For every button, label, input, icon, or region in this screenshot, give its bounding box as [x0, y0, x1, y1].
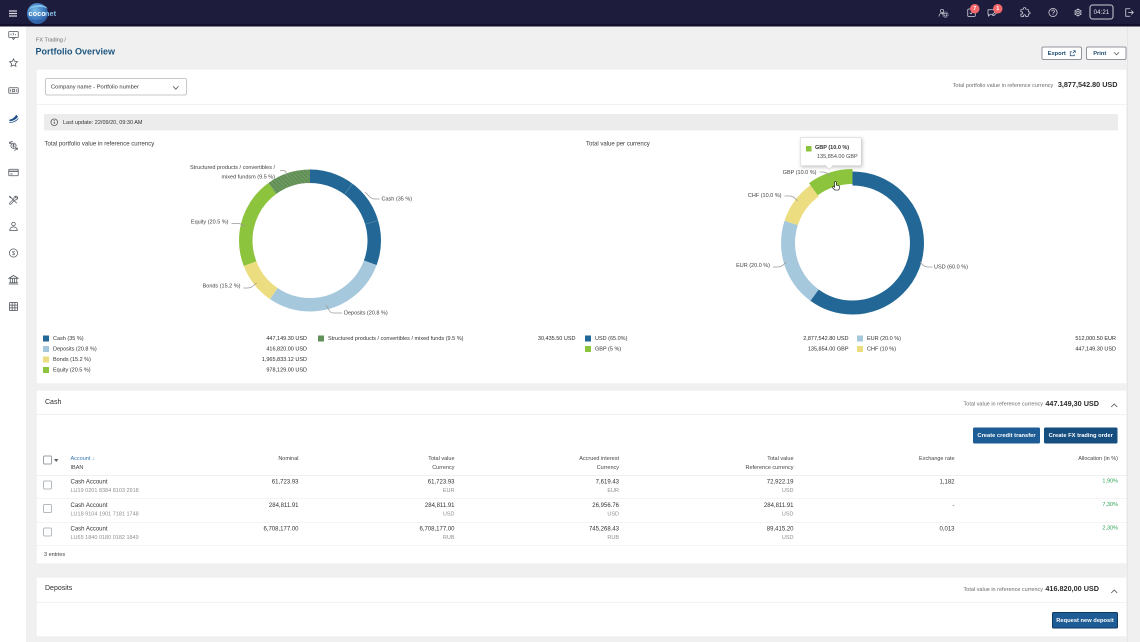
svg-text:coco: coco [29, 9, 47, 18]
svg-text:$: $ [12, 251, 15, 257]
svg-text:net: net [45, 9, 57, 18]
